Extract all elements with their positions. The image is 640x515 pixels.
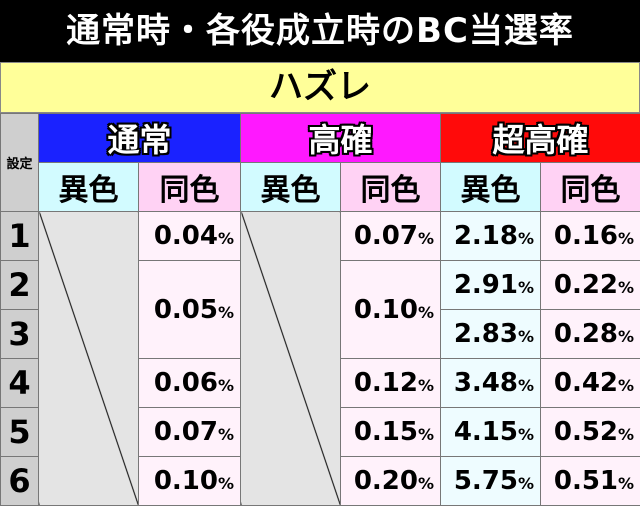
cell: 5.75% bbox=[440, 456, 542, 506]
cell-value: 0.51 bbox=[553, 466, 619, 496]
cell-value: 0.52 bbox=[553, 417, 619, 447]
group-header: 高確 bbox=[240, 113, 442, 163]
cell: 0.16% bbox=[540, 211, 640, 261]
cell-value: 2.83 bbox=[453, 319, 518, 349]
cell: 0.04% bbox=[137, 211, 242, 261]
cell: 0.07% bbox=[137, 407, 242, 457]
cell: 0.51% bbox=[540, 456, 640, 506]
cell: 4.15% bbox=[440, 407, 542, 457]
cell: 0.12% bbox=[340, 358, 442, 408]
cell: 0.20% bbox=[340, 456, 442, 506]
sub-header: 異色 bbox=[440, 162, 542, 212]
cell: 0.10% bbox=[137, 456, 242, 506]
cell-value: 2.18 bbox=[453, 221, 518, 251]
sub-header: 異色 bbox=[240, 162, 342, 212]
cell-value: 3.48 bbox=[453, 368, 518, 398]
cell-unit: % bbox=[618, 278, 635, 297]
cell: 0.42% bbox=[540, 358, 640, 408]
setting-label: 設定 bbox=[0, 113, 39, 212]
cell: 0.28% bbox=[540, 309, 640, 359]
cell-unit: % bbox=[518, 278, 535, 297]
cell-unit: % bbox=[518, 327, 535, 346]
setting: 1 bbox=[0, 211, 39, 261]
cell-value: 0.16 bbox=[553, 221, 619, 251]
cell-value: 0.04 bbox=[153, 221, 218, 251]
cell-unit: % bbox=[618, 327, 635, 346]
setting: 4 bbox=[0, 358, 39, 408]
cell-value: 0.10 bbox=[353, 294, 418, 325]
cell: 0.05% bbox=[137, 260, 242, 359]
sub-header: 異色 bbox=[38, 162, 139, 212]
cell-value: 0.42 bbox=[553, 368, 619, 398]
sub-header: 同色 bbox=[540, 162, 640, 212]
cell-unit: % bbox=[518, 425, 535, 444]
cell-unit: % bbox=[518, 474, 535, 493]
cell-unit: % bbox=[217, 376, 235, 395]
cell-unit: % bbox=[618, 376, 635, 395]
cell: 2.18% bbox=[440, 211, 542, 261]
cell-unit: % bbox=[217, 474, 235, 493]
cell-unit: % bbox=[418, 425, 435, 444]
cell-unit: % bbox=[618, 425, 635, 444]
cell-unit: % bbox=[217, 229, 235, 248]
cell-unit: % bbox=[418, 474, 435, 493]
cell-value: 0.10 bbox=[153, 466, 218, 496]
setting: 6 bbox=[0, 456, 39, 506]
cell-value: 0.07 bbox=[153, 417, 218, 447]
cell: 0.06% bbox=[137, 358, 242, 408]
cell: 0.52% bbox=[540, 407, 640, 457]
cell-value: 4.15 bbox=[453, 417, 518, 447]
cell-unit: % bbox=[518, 376, 535, 395]
cell-unit: % bbox=[418, 376, 435, 395]
cell-value: 0.20 bbox=[353, 466, 418, 496]
empty-cell bbox=[240, 211, 342, 506]
cell: 0.07% bbox=[340, 211, 442, 261]
cell: 2.83% bbox=[440, 309, 542, 359]
cell: 3.48% bbox=[440, 358, 542, 408]
setting: 5 bbox=[0, 407, 39, 457]
cell-value: 0.22 bbox=[553, 270, 619, 300]
empty-cell bbox=[38, 211, 139, 506]
cell-value: 0.12 bbox=[353, 368, 418, 398]
cell-unit: % bbox=[618, 229, 635, 248]
group-header: 通常 bbox=[37, 113, 242, 163]
cell-value: 0.07 bbox=[353, 221, 418, 251]
section-header: ハズレ bbox=[0, 62, 640, 113]
cell: 0.22% bbox=[540, 260, 640, 310]
cell-unit: % bbox=[418, 229, 435, 248]
cell: 0.10% bbox=[340, 260, 442, 359]
sub-header: 同色 bbox=[340, 162, 442, 212]
cell-value: 0.28 bbox=[553, 319, 619, 349]
setting: 2 bbox=[0, 260, 39, 310]
cell-unit: % bbox=[418, 302, 435, 322]
title: 通常時・各役成立時のBC当選率 bbox=[0, 0, 640, 62]
cell-value: 5.75 bbox=[453, 466, 518, 496]
cell-value: 0.05 bbox=[153, 294, 218, 325]
cell-value: 2.91 bbox=[453, 270, 518, 300]
cell-unit: % bbox=[217, 302, 235, 322]
setting: 3 bbox=[0, 309, 39, 359]
table: 設定 通常 高確 超高確 異色 同色 異色 同色 異色 同色 1 0.04% 0… bbox=[0, 113, 640, 506]
sub-header: 同色 bbox=[137, 162, 242, 212]
cell-unit: % bbox=[217, 425, 235, 444]
cell-value: 0.06 bbox=[153, 368, 218, 398]
cell-value: 0.15 bbox=[353, 417, 418, 447]
cell-unit: % bbox=[518, 229, 535, 248]
cell: 2.91% bbox=[440, 260, 542, 310]
cell-unit: % bbox=[618, 474, 635, 493]
group-header: 超高確 bbox=[440, 113, 640, 163]
cell: 0.15% bbox=[340, 407, 442, 457]
